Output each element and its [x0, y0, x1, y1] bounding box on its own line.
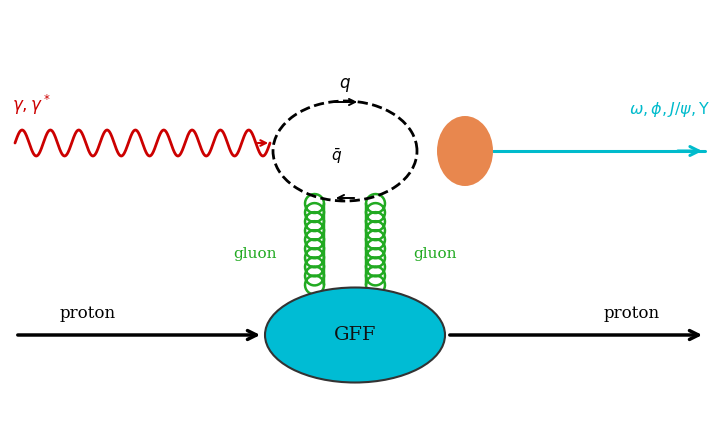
Text: proton: proton — [60, 305, 116, 321]
Text: $\omega, \phi, J/\psi, \Upsilon$: $\omega, \phi, J/\psi, \Upsilon$ — [629, 99, 710, 118]
Text: gluon: gluon — [413, 247, 456, 261]
Text: $q$: $q$ — [339, 76, 351, 94]
Ellipse shape — [265, 288, 445, 382]
Ellipse shape — [437, 116, 493, 186]
Text: proton: proton — [604, 305, 660, 321]
Text: GFF: GFF — [334, 326, 377, 344]
Text: $\bar{q}$: $\bar{q}$ — [331, 146, 343, 165]
Text: gluon: gluon — [233, 247, 277, 261]
Text: $\gamma, \gamma^*$: $\gamma, \gamma^*$ — [12, 93, 51, 117]
